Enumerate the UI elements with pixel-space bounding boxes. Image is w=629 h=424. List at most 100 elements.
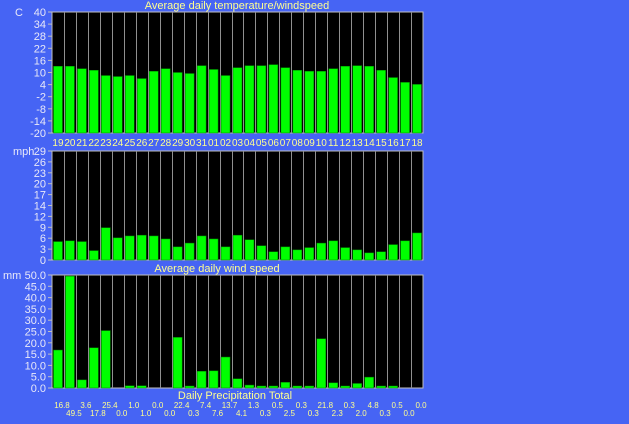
temp-bar bbox=[400, 82, 410, 134]
precip-bar bbox=[328, 382, 338, 389]
wind-bar bbox=[328, 240, 338, 261]
temp-bar bbox=[208, 69, 219, 134]
precip-bar bbox=[184, 385, 195, 389]
precip-y-tick-label: 10.0 bbox=[25, 360, 46, 372]
precip-value-label: 0.3 bbox=[308, 409, 320, 418]
precip-chart-title: Daily Precipitation Total bbox=[178, 390, 292, 402]
temp-y-tick-label: 34 bbox=[34, 19, 46, 31]
temp-y-tick-label: -14 bbox=[30, 116, 46, 128]
wind-bar bbox=[125, 235, 135, 261]
precip-y-tick-label: 30.0 bbox=[25, 315, 46, 327]
wind-y-tick-label: 0 bbox=[40, 255, 46, 267]
wind-y-tick-label: 6 bbox=[40, 233, 46, 245]
temp-bar bbox=[268, 64, 279, 134]
precip-bar bbox=[256, 385, 267, 389]
temp-bar bbox=[101, 75, 111, 134]
date-tick-label: 06 bbox=[268, 138, 280, 149]
date-tick-label: 10 bbox=[316, 138, 328, 149]
date-tick-label: 30 bbox=[184, 138, 196, 149]
precip-value-label: 1.0 bbox=[128, 401, 140, 410]
wind-bar bbox=[89, 250, 99, 261]
date-tick-label: 14 bbox=[364, 138, 376, 149]
date-tick-label: 28 bbox=[160, 138, 172, 149]
temp-bar bbox=[137, 78, 147, 134]
temp-y-tick-label: -8 bbox=[36, 104, 46, 116]
wind-y-tick-label: 23 bbox=[34, 168, 46, 180]
temp-bar bbox=[113, 76, 123, 134]
wind-y-tick-label: 20 bbox=[34, 179, 46, 191]
date-tick-label: 31 bbox=[196, 138, 208, 149]
temp-bar bbox=[160, 68, 171, 134]
wind-bar bbox=[412, 232, 422, 261]
wind-bar bbox=[113, 237, 123, 261]
date-tick-label: 26 bbox=[136, 138, 148, 149]
precip-value-label: 16.8 bbox=[54, 401, 70, 410]
date-tick-label: 23 bbox=[100, 138, 112, 149]
temp-bar bbox=[184, 73, 195, 134]
temp-bar bbox=[388, 77, 398, 134]
precip-value-label: 13.7 bbox=[222, 401, 238, 410]
precip-bar bbox=[53, 349, 63, 389]
wind-bar bbox=[304, 247, 315, 261]
precip-value-label: 2.3 bbox=[332, 409, 344, 418]
temp-bar bbox=[412, 84, 422, 134]
wind-y-tick-label: 17 bbox=[34, 190, 46, 202]
precip-value-label: 0.0 bbox=[415, 401, 427, 410]
wind-y-tick-label: 14 bbox=[34, 201, 46, 213]
wind-bar bbox=[364, 252, 374, 261]
date-tick-label: 15 bbox=[376, 138, 388, 149]
precip-y-tick-label: 45.0 bbox=[25, 281, 46, 293]
temp-y-tick-label: 10 bbox=[34, 68, 46, 80]
temp-bar bbox=[65, 65, 75, 134]
precip-value-label: 0.3 bbox=[380, 409, 392, 418]
wind-bar bbox=[376, 251, 386, 261]
wind-bar bbox=[400, 240, 410, 261]
wind-bar bbox=[292, 249, 303, 261]
precip-bar bbox=[244, 384, 255, 389]
precip-value-label: 1.0 bbox=[140, 409, 152, 418]
precip-value-label: 2.0 bbox=[356, 409, 368, 418]
precip-value-label: 7.4 bbox=[200, 401, 212, 410]
temp-bar bbox=[280, 67, 291, 134]
precip-bar bbox=[65, 275, 75, 389]
wind-bar bbox=[388, 244, 398, 261]
precip-value-label: 17.8 bbox=[90, 409, 106, 418]
date-tick-label: 13 bbox=[352, 138, 364, 149]
date-tick-label: 20 bbox=[64, 138, 76, 149]
precip-value-label: 4.1 bbox=[236, 409, 248, 418]
wind-bar bbox=[268, 251, 279, 261]
precip-value-label: 3.6 bbox=[80, 401, 92, 410]
precip-y-tick-label: 35.0 bbox=[25, 304, 46, 316]
precip-bar bbox=[316, 338, 327, 389]
precip-value-label: 0.5 bbox=[272, 401, 284, 410]
date-tick-label: 04 bbox=[244, 138, 256, 149]
wind-bar bbox=[148, 235, 159, 261]
precip-bar bbox=[232, 378, 243, 389]
wind-y-tick-label: 3 bbox=[40, 244, 46, 256]
wind-chart-title: Average daily wind speed bbox=[154, 263, 279, 275]
wind-bar bbox=[172, 246, 183, 261]
temp-bar bbox=[125, 75, 135, 134]
precip-value-label: 0.0 bbox=[403, 409, 415, 418]
wind-y-tick-label: 29 bbox=[34, 146, 46, 158]
date-tick-label: 08 bbox=[292, 138, 304, 149]
date-tick-label: 11 bbox=[328, 138, 339, 149]
temp-bar bbox=[53, 65, 63, 134]
precip-bar bbox=[89, 347, 99, 389]
precip-bar bbox=[196, 371, 207, 389]
precip-y-tick-label: 5.0 bbox=[31, 372, 46, 384]
date-tick-label: 09 bbox=[304, 138, 316, 149]
date-tick-label: 24 bbox=[112, 138, 124, 149]
precip-bar bbox=[376, 385, 386, 389]
date-tick-label: 16 bbox=[388, 138, 400, 149]
temp-y-tick-label: 40 bbox=[34, 7, 46, 19]
wind-bar bbox=[196, 235, 207, 261]
temp-bar bbox=[352, 65, 362, 134]
precip-bar bbox=[101, 330, 111, 389]
date-tick-label: 01 bbox=[208, 138, 220, 149]
temp-bar bbox=[256, 65, 267, 134]
date-tick-label: 21 bbox=[76, 138, 88, 149]
wind-bar bbox=[256, 245, 267, 261]
temp-bar bbox=[292, 70, 303, 134]
wind-bar bbox=[232, 234, 243, 261]
